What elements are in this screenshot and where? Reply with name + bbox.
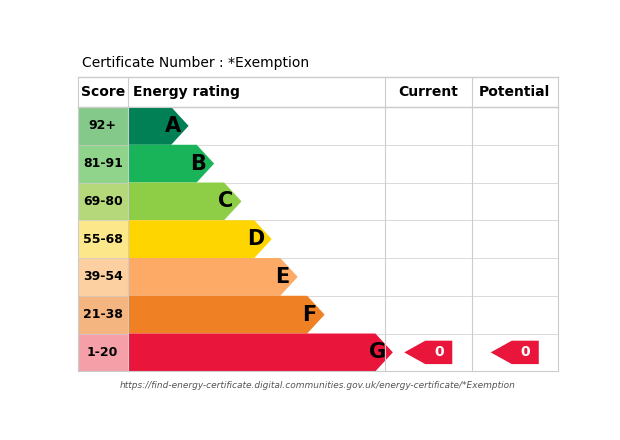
Text: 92+: 92+: [89, 119, 117, 132]
Text: Certificate Number : *Exemption: Certificate Number : *Exemption: [82, 56, 309, 70]
Bar: [78, 296, 128, 334]
Bar: [78, 145, 128, 183]
Text: 0: 0: [520, 345, 530, 359]
Text: F: F: [302, 304, 316, 325]
Text: B: B: [190, 154, 206, 174]
Text: 81-91: 81-91: [83, 157, 123, 170]
Polygon shape: [129, 258, 298, 296]
Polygon shape: [129, 334, 393, 371]
Text: Current: Current: [398, 85, 458, 99]
Polygon shape: [129, 296, 325, 334]
Bar: [78, 334, 128, 371]
Bar: [78, 220, 128, 258]
Text: A: A: [165, 116, 181, 136]
Text: Energy rating: Energy rating: [133, 85, 240, 99]
Polygon shape: [129, 145, 214, 183]
Text: 1-20: 1-20: [87, 346, 118, 359]
Text: https://find-energy-certificate.digital.communities.gov.uk/energy-certificate/*E: https://find-energy-certificate.digital.…: [120, 381, 516, 390]
Text: C: C: [218, 191, 233, 211]
Text: Score: Score: [81, 85, 125, 99]
Polygon shape: [491, 341, 539, 364]
Polygon shape: [129, 107, 188, 145]
Bar: [78, 258, 128, 296]
Text: 0: 0: [434, 345, 443, 359]
Bar: [78, 183, 128, 220]
Text: 39-54: 39-54: [83, 271, 123, 283]
Text: G: G: [369, 342, 386, 363]
Polygon shape: [404, 341, 453, 364]
Polygon shape: [129, 183, 241, 220]
Bar: [78, 77, 558, 107]
Bar: [78, 107, 128, 145]
Text: E: E: [275, 267, 289, 287]
Text: 55-68: 55-68: [83, 233, 123, 246]
Text: Potential: Potential: [479, 85, 551, 99]
Text: D: D: [247, 229, 265, 249]
Text: 69-80: 69-80: [83, 195, 123, 208]
Polygon shape: [129, 220, 272, 258]
Text: 21-38: 21-38: [83, 308, 123, 321]
